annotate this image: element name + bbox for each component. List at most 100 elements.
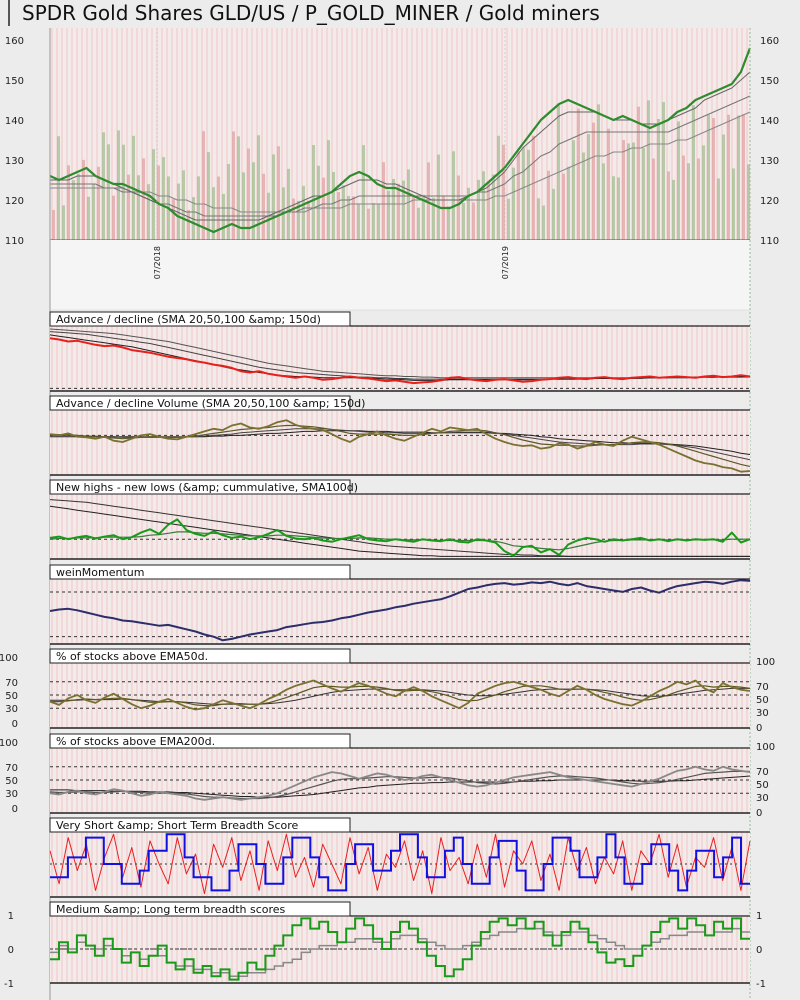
volume-bar (657, 118, 660, 240)
volume-bar (627, 143, 630, 240)
volume-bar (177, 183, 180, 240)
volume-bar (437, 154, 440, 240)
price-y-tick-right: 160 (760, 36, 779, 47)
volume-bar (322, 177, 325, 240)
volume-bar (602, 163, 605, 240)
stocks-above-ema50-y-tick-right: 50 (756, 695, 769, 706)
volume-bar (552, 188, 555, 240)
volume-bar (442, 195, 445, 240)
volume-bar (432, 197, 435, 240)
volume-bar (587, 134, 590, 240)
price-y-tick-left: 140 (5, 116, 24, 127)
volume-bar (287, 168, 290, 240)
volume-bar (337, 192, 340, 240)
volume-bar (572, 140, 575, 240)
volume-bar (387, 190, 390, 240)
volume-bar (617, 177, 620, 240)
new-highs-new-lows-series-2 (49, 505, 750, 557)
volume-bar (747, 164, 750, 240)
wein-momentum-title-tab (49, 564, 351, 580)
price-y-tick-right: 110 (760, 236, 779, 247)
volume-bar (212, 187, 215, 240)
volume-bar (477, 179, 480, 240)
volume-bar (92, 183, 95, 240)
stocks-above-ema200-y-tick-left: 70 (5, 763, 18, 774)
volume-bar (277, 146, 280, 240)
volume-bar (532, 135, 535, 240)
volume-bar (407, 169, 410, 240)
panel-stripes (51, 493, 748, 559)
volume-bar (457, 175, 460, 240)
volume-bar (737, 115, 740, 240)
new-highs-new-lows-title: New highs - new lows (&amp; cummulative,… (56, 481, 358, 494)
medium-long-term-breadth-y-tick-left: 1 (8, 911, 14, 922)
stocks-above-ema50-title: % of stocks above EMA50d. (56, 650, 208, 663)
volume-bar (332, 172, 335, 240)
medium-long-term-breadth-title-tab (49, 901, 351, 917)
volume-bar (667, 171, 670, 240)
stocks-above-ema200-y-tick-left: 0 (12, 804, 18, 815)
volume-bar (242, 172, 245, 240)
wein-momentum-series-0 (49, 579, 751, 642)
price-y-tick-right: 150 (760, 76, 779, 87)
volume-bar (127, 174, 130, 240)
x-tick-date: 07/2019 (501, 246, 510, 279)
new-highs-new-lows-panel-background (50, 493, 750, 559)
price-y-tick-right: 140 (760, 116, 779, 127)
volume-bar (317, 165, 320, 240)
volume-bar (382, 162, 385, 240)
price-y-tick-left: 110 (5, 236, 24, 247)
volume-bar (522, 147, 525, 240)
volume-bar (327, 140, 330, 240)
volume-bar (357, 203, 360, 240)
chart-title: SPDR Gold Shares GLD/US / P_GOLD_MINER /… (8, 0, 642, 26)
stocks-above-ema200-title-tab (49, 733, 351, 749)
volume-bar (722, 134, 725, 240)
volume-bar (257, 135, 260, 240)
advance-decline-volume-series-1 (49, 424, 751, 467)
volume-bar (467, 187, 470, 240)
panel-stripes (51, 409, 748, 475)
volume-bar (632, 142, 635, 240)
medium-long-term-breadth-y-tick-right: 1 (756, 911, 762, 922)
volume-bar (402, 180, 405, 240)
volume-bar (87, 196, 90, 240)
volume-bar (227, 163, 230, 240)
volume-bar (162, 157, 165, 240)
volume-bar (712, 118, 715, 240)
advance-decline-volume-title: Advance / decline Volume (SMA 20,50,100 … (56, 397, 365, 410)
volume-bar (542, 205, 545, 240)
volume-bar (662, 102, 665, 240)
volume-bar (482, 171, 485, 240)
stocks-above-ema200-y-tick-right: 50 (756, 780, 769, 791)
stocks-above-ema50-y-tick-right: 70 (756, 682, 769, 693)
volume-bar (622, 140, 625, 240)
volume-bar (392, 178, 395, 240)
volume-bar (732, 168, 735, 240)
volume-bar (527, 149, 530, 240)
volume-bar (537, 198, 540, 240)
volume-bar (462, 202, 465, 240)
price-y-tick-left: 130 (5, 156, 24, 167)
volume-bar (302, 185, 305, 240)
volume-bar (682, 155, 685, 240)
volume-bar (297, 200, 300, 240)
volume-bar (487, 181, 490, 240)
volume-bar (232, 131, 235, 240)
volume-bar (707, 114, 710, 240)
volume-bar (182, 170, 185, 240)
volume-bar (152, 149, 155, 240)
volume-bar (422, 194, 425, 240)
volume-bar (697, 158, 700, 240)
price-y-tick-left: 150 (5, 76, 24, 87)
volume-bar (72, 180, 75, 240)
volume-bar (412, 196, 415, 240)
volume-bar (492, 174, 495, 240)
volume-bar (672, 179, 675, 240)
date-axis-area (50, 240, 750, 310)
advance-decline-volume-title-tab (49, 395, 351, 411)
volume-bar (417, 207, 420, 240)
new-highs-new-lows-series-0 (49, 518, 751, 557)
volume-bar (347, 196, 350, 240)
